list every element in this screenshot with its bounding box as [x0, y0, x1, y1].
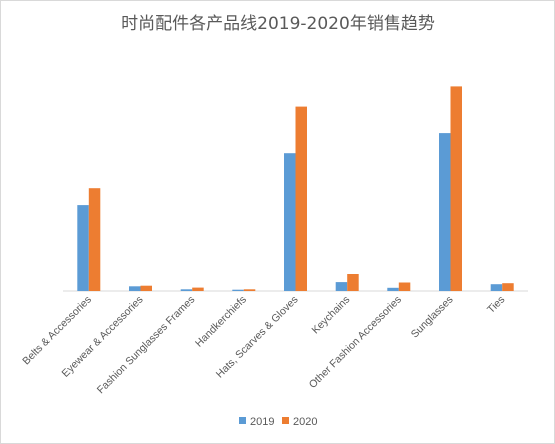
bar-2020-0 [88, 188, 101, 291]
bars-group [77, 86, 514, 292]
bar-2019-7 [439, 133, 451, 291]
x-tick-label-3: Handkerchiefs [193, 294, 249, 350]
bar-2019-8 [490, 284, 503, 291]
bar-2019-1 [129, 286, 141, 291]
bar-2019-4 [284, 153, 296, 291]
bar-2020-8 [502, 283, 514, 291]
legend-label-2020: 2020 [293, 416, 317, 428]
legend: 2019 2020 [239, 416, 317, 428]
bar-2019-0 [77, 205, 89, 291]
x-tick-label-2: Fashion Sunglasses Frames [95, 294, 198, 397]
bar-2019-3 [232, 289, 244, 291]
bar-2019-6 [387, 287, 399, 291]
bar-2020-5 [347, 274, 359, 291]
chart-title: 时尚配件各产品线2019-2020年销售趋势 [121, 14, 435, 34]
bar-2020-7 [450, 86, 462, 292]
x-tick-label-5: Keychains [310, 294, 353, 337]
bar-2020-1 [140, 285, 152, 291]
bar-2019-5 [335, 282, 348, 291]
bar-2019-2 [180, 289, 193, 291]
x-tick-label-7: Sunglasses [409, 294, 456, 341]
x-tick-label-8: Ties [485, 294, 507, 316]
legend-swatch-2019 [239, 417, 246, 424]
bar-2020-6 [398, 282, 411, 291]
legend-label-2019: 2019 [250, 416, 274, 428]
x-tick-label-6: Other Fashion Accessories [307, 294, 404, 391]
bar-2020-2 [192, 287, 204, 291]
bar-2020-4 [295, 106, 307, 291]
bar-2020-3 [243, 289, 256, 291]
legend-swatch-2020 [282, 417, 289, 424]
